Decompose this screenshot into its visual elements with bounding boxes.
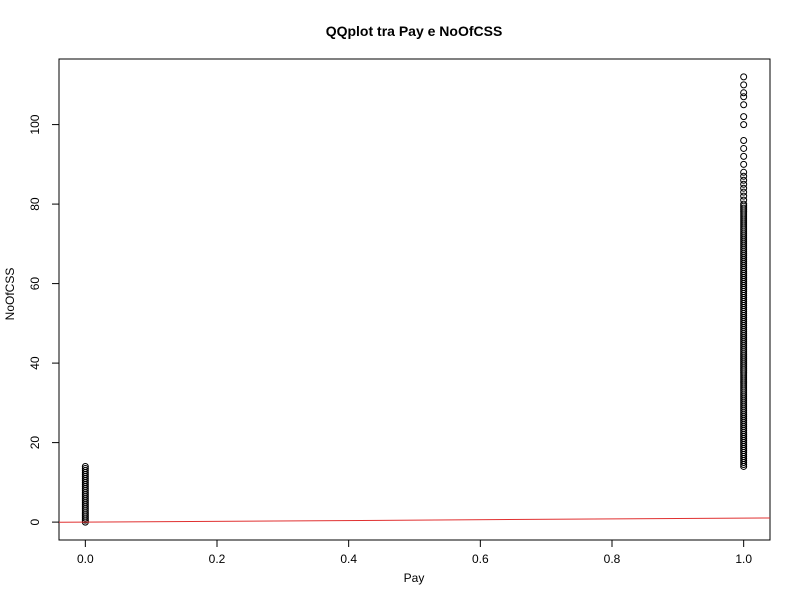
data-point — [81, 464, 89, 472]
data-point — [740, 184, 748, 192]
data-point — [740, 180, 748, 188]
data-point — [740, 93, 748, 101]
data-point — [740, 89, 748, 97]
y-tick-label: 60 — [28, 277, 42, 291]
data-point — [740, 73, 748, 81]
x-axis-label: Pay — [404, 571, 425, 585]
y-tick-label: 100 — [28, 114, 42, 134]
data-point — [740, 81, 748, 89]
data-point — [740, 176, 748, 184]
data-point — [81, 462, 89, 470]
x-tick-label: 0.6 — [472, 552, 489, 566]
y-axis: 0 20 40 60 80 100 — [28, 114, 60, 525]
y-axis-label: NoOfCSS — [3, 268, 17, 321]
chart-title: QQplot tra Pay e NoOfCSS — [326, 23, 503, 39]
data-point — [740, 172, 748, 180]
data-point — [740, 101, 748, 109]
y-tick-label: 0 — [28, 518, 42, 525]
data-point — [740, 204, 748, 212]
data-point — [740, 196, 748, 204]
x-tick-label: 0.2 — [209, 552, 226, 566]
data-point — [81, 466, 89, 474]
data-points — [81, 73, 748, 526]
x-axis: 0.0 0.2 0.4 0.6 0.8 1.0 — [77, 539, 752, 566]
data-point — [740, 121, 748, 129]
x-tick-label: 0.8 — [604, 552, 621, 566]
data-point — [740, 200, 748, 208]
x-tick-label: 0.0 — [77, 552, 94, 566]
y-tick-label: 40 — [28, 356, 42, 370]
data-point — [740, 144, 748, 152]
reference-line — [58, 517, 771, 523]
data-point — [740, 188, 748, 196]
reference-line-group — [58, 517, 771, 523]
data-point — [740, 160, 748, 168]
data-point — [740, 192, 748, 200]
data-point — [740, 113, 748, 121]
data-point — [740, 168, 748, 176]
x-tick-label: 1.0 — [735, 552, 752, 566]
data-point — [740, 136, 748, 144]
plot-frame — [58, 58, 771, 541]
x-tick-label: 0.4 — [340, 552, 357, 566]
y-tick-label: 80 — [28, 197, 42, 211]
data-point — [740, 152, 748, 160]
y-tick-label: 20 — [28, 436, 42, 450]
